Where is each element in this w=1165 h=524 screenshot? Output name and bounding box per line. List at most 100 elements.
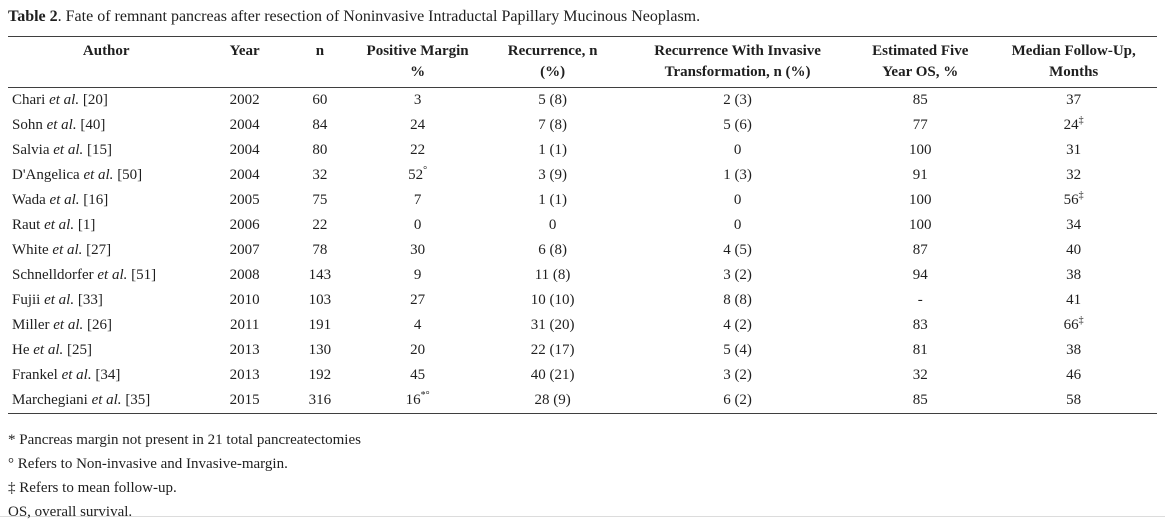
year-cell: 2005 xyxy=(229,192,260,208)
table-row: Fujii et al. [33] 2010 103 27 10 (10) 8 (8) - 4… xyxy=(8,288,1157,313)
year-cell: 2015 xyxy=(204,388,285,414)
positive-margin-cell: 24 xyxy=(410,117,426,133)
author-cell: Miller et al. [26] xyxy=(12,317,112,333)
author-cell: Wada et al. [16] xyxy=(12,192,109,208)
author-cell: Schnelldorfer et al. [51] xyxy=(12,267,157,283)
n-cell: 60 xyxy=(312,92,328,108)
positive-margin-cell: 7 xyxy=(413,192,422,208)
author-cell: Sohn et al. [40] xyxy=(12,117,106,133)
five-year-os-cell: 100 xyxy=(909,217,932,233)
median-followup-cell: 66‡ xyxy=(1063,315,1084,334)
et-al-label: et al. xyxy=(49,192,80,208)
author-cell: Marchegiani et al. [35] xyxy=(8,388,205,414)
n-cell: 103 xyxy=(308,292,332,308)
year-cell: 2006 xyxy=(229,217,260,233)
author-cell: He et al. [25] xyxy=(12,342,92,358)
author-cell: White et al. [27] xyxy=(12,242,112,258)
table-row: White et al. [27] 2007 78 30 6 (8) 4 (5) 87 40 xyxy=(8,238,1157,263)
year-cell: 2004 xyxy=(229,167,260,183)
year-cell: 2002 xyxy=(229,92,260,108)
median-followup-cell: 32 xyxy=(1066,167,1082,183)
recurrence-invasive-cell: 5 (4) xyxy=(723,342,752,358)
recurrence-cell: 6 (8) xyxy=(538,242,567,258)
col-header-year: Year xyxy=(204,36,285,88)
year-cell: 2010 xyxy=(229,292,260,308)
median-followup-cell: 31 xyxy=(1066,142,1082,158)
recurrence-invasive-cell: 6 (2) xyxy=(624,388,851,414)
footnote-os-abbreviation: OS, overall survival. xyxy=(8,504,133,520)
table-caption-text: . Fate of remnant pancreas after resecti… xyxy=(57,8,701,25)
recurrence-cell: 40 (21) xyxy=(530,367,575,383)
table-row: Marchegiani et al. [35] 2015 316 16*° 28 (9)… xyxy=(8,388,1157,414)
footnote-degree: ° Refers to Non-invasive and Invasive-ma… xyxy=(8,456,288,472)
et-al-label: et al. xyxy=(97,267,128,283)
median-followup-cell: 38 xyxy=(1066,342,1082,358)
five-year-os-cell: 77 xyxy=(912,117,928,133)
year-cell: 2004 xyxy=(229,117,260,133)
positive-margin-cell: 3 xyxy=(413,92,422,108)
col-header-median-followup: Median Follow-Up, Months xyxy=(990,36,1157,88)
positive-margin-cell: 52° xyxy=(408,165,428,184)
positive-margin-cell: 4 xyxy=(413,317,422,333)
year-cell: 2008 xyxy=(229,267,260,283)
et-al-label: et al. xyxy=(52,242,83,258)
five-year-os-cell: 85 xyxy=(850,388,991,414)
n-cell: 80 xyxy=(312,142,328,158)
et-al-label: et al. xyxy=(49,92,80,108)
recurrence-invasive-cell: 0 xyxy=(733,217,742,233)
table-row: Frankel et al. [34] 2013 192 45 40 (21) 3 (2)… xyxy=(8,363,1157,388)
positive-margin-cell: 27 xyxy=(410,292,426,308)
n-cell: 130 xyxy=(308,342,332,358)
median-followup-cell: 41 xyxy=(1066,292,1082,308)
table-row: Chari et al. [20] 2002 60 3 5 (8) 2 (3) 85 37 xyxy=(8,88,1157,114)
positive-margin-cell: 0 xyxy=(413,217,422,233)
year-cell: 2013 xyxy=(229,342,260,358)
footnotes: * Pancreas margin not present in 21 tota… xyxy=(8,428,1157,524)
col-header-n: n xyxy=(284,36,355,88)
col-header-recurrence: Recurrence, n (%) xyxy=(480,36,625,88)
five-year-os-cell: 87 xyxy=(912,242,928,258)
footnote-asterisk: * Pancreas margin not present in 21 tota… xyxy=(8,432,361,448)
median-followup-cell: 24‡ xyxy=(1063,115,1084,134)
table-row: He et al. [25] 2013 130 20 22 (17) 5 (4) 81 38 xyxy=(8,338,1157,363)
recurrence-invasive-cell: 0 xyxy=(733,142,742,158)
recurrence-invasive-cell: 3 (2) xyxy=(723,267,752,283)
table-row: Salvia et al. [15] 2004 80 22 1 (1) 0 100 31 xyxy=(8,138,1157,163)
positive-margin-cell: 9 xyxy=(413,267,422,283)
et-al-label: et al. xyxy=(61,367,92,383)
five-year-os-cell: - xyxy=(917,292,923,308)
five-year-os-cell: 100 xyxy=(909,192,932,208)
n-cell: 316 xyxy=(284,388,355,414)
recurrence-cell: 10 (10) xyxy=(530,292,575,308)
n-cell: 32 xyxy=(312,167,328,183)
median-followup-cell: 40 xyxy=(1066,242,1082,258)
table-row: Schnelldorfer et al. [51] 2008 143 9 11 (8) 3… xyxy=(8,263,1157,288)
col-header-recurrence-invasive: Recurrence With Invasive Transformation, … xyxy=(624,36,851,88)
col-header-author: Author xyxy=(8,36,205,88)
five-year-os-cell: 91 xyxy=(912,167,928,183)
col-header-positive-margin: Positive Margin% xyxy=(354,36,481,88)
author-cell: Frankel et al. [34] xyxy=(12,367,121,383)
table-number-label: Table 2 xyxy=(8,8,58,25)
et-al-label: et al. xyxy=(33,342,64,358)
recurrence-cell: 1 (1) xyxy=(538,192,567,208)
et-al-label: et al. xyxy=(44,217,75,233)
recurrence-cell: 5 (8) xyxy=(538,92,567,108)
n-cell: 22 xyxy=(312,217,328,233)
table-title: Table 2. Fate of remnant pancreas after … xyxy=(8,6,1157,28)
five-year-os-cell: 85 xyxy=(912,92,928,108)
median-followup-cell: 56‡ xyxy=(1063,190,1084,209)
recurrence-invasive-cell: 8 (8) xyxy=(723,292,752,308)
table-body: Chari et al. [20] 2002 60 3 5 (8) 2 (3) 85 37 So… xyxy=(8,88,1157,414)
five-year-os-cell: 100 xyxy=(909,142,932,158)
recurrence-invasive-cell: 2 (3) xyxy=(723,92,752,108)
year-cell: 2013 xyxy=(229,367,260,383)
col-header-five-year-os: Estimated Five Year OS, % xyxy=(850,36,991,88)
median-followup-cell: 46 xyxy=(1066,367,1082,383)
positive-margin-cell: 20 xyxy=(410,342,426,358)
recurrence-cell: 0 xyxy=(548,217,557,233)
median-followup-cell: 34 xyxy=(1066,217,1082,233)
et-al-label: et al. xyxy=(44,292,75,308)
et-al-label: et al. xyxy=(83,167,114,183)
